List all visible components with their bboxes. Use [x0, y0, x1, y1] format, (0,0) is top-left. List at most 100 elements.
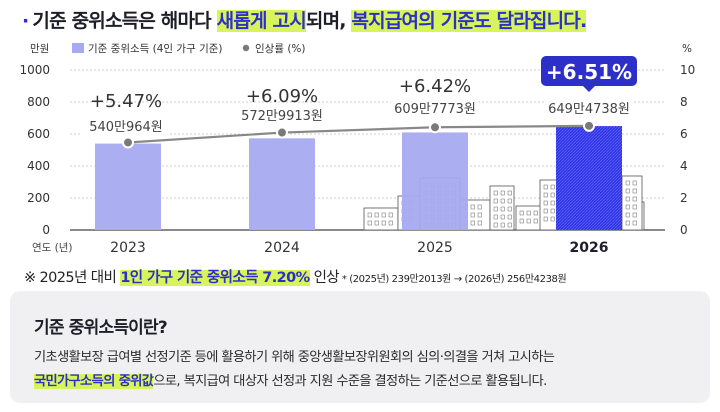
legend-label-bar: 기준 중위소득 (4인 가구 기준): [88, 42, 222, 55]
building-window: [374, 212, 379, 218]
x-tick: 2024: [264, 240, 300, 256]
y-tick-right: 8: [680, 95, 688, 109]
building-window: [543, 192, 548, 198]
value-label: 609만7773원: [394, 102, 476, 117]
bar: [402, 132, 468, 230]
y-tick-right: 4: [680, 159, 688, 173]
value-label: 649만4738원: [548, 102, 630, 117]
building-window: [625, 180, 630, 186]
building-window: [493, 214, 498, 220]
axes: 1000 800 600 400 200 0 10 8 6 4 2 0 만원 % 연도 (년) 2023 202…: [19, 43, 695, 256]
building-window: [493, 198, 498, 204]
left-axis-unit: 만원: [30, 43, 49, 55]
building-window: [632, 220, 637, 226]
y-tick-left: 1000: [19, 63, 50, 77]
building-window: [632, 196, 637, 202]
income-chart: +5.47% +6.09% +6.42% +6.51% 540만964원 572만9913…: [19, 42, 695, 256]
building-window: [632, 204, 637, 210]
info-body: 기초생활보장 급여별 선정기준 등에 활용하기 위해 중앙생활보장위원회의 심의…: [34, 346, 702, 394]
building-window: [526, 210, 531, 216]
rate-point: [429, 121, 441, 134]
building-window: [550, 208, 555, 214]
value-label-bg: [391, 101, 479, 117]
building-window: [632, 212, 637, 218]
x-tick: 2023: [110, 240, 146, 256]
footnote-highlight: 1인 가구 기준 중위소득 7.20%: [120, 270, 310, 286]
x-tick: 2025: [417, 240, 453, 256]
rate-label: +6.42%: [399, 76, 471, 97]
building-window: [367, 212, 372, 218]
headline: · 기준 중위소득은 해마다 새롭게 고시되며, 복지급여의 기준도 달라집니다.: [22, 6, 587, 33]
building: [363, 207, 399, 231]
building-window: [388, 220, 393, 226]
y-tick-right: 10: [680, 63, 695, 77]
building-window: [507, 222, 512, 228]
y-tick-left: 600: [27, 127, 50, 141]
building-window: [543, 208, 548, 214]
legend-swatch-bar: [72, 43, 84, 53]
rate-point: [122, 136, 134, 149]
rate-point: [276, 126, 288, 139]
data-labels: +5.47% +6.09% +6.42% +6.51% 540만964원 572만9913…: [82, 56, 637, 135]
building-window: [388, 212, 393, 218]
building-window: [519, 218, 524, 224]
footnote-detail: * (2025년) 239만2013원 → (2026년) 256만4238원: [339, 274, 567, 285]
building-window: [625, 212, 630, 218]
building-window: [632, 188, 637, 194]
building-window: [500, 214, 505, 220]
value-label: 572만9913원: [241, 109, 323, 124]
y-tick-left: 200: [27, 191, 50, 205]
building-window: [632, 180, 637, 186]
info-box: 기준 중위소득이란? 기초생활보장 급여별 선정기준 등에 활용하기 위해 중앙…: [10, 291, 710, 403]
x-tick: 2026: [570, 240, 609, 256]
building-window: [519, 210, 524, 216]
rate-point: [583, 119, 595, 132]
value-label-bg: [82, 119, 170, 135]
rate-label: +5.47%: [90, 91, 162, 112]
info-line-2: 으로, 복지급여 대상자 선정과 지원 수준을 결정하는 기준선으로 활용됩니다…: [153, 374, 547, 389]
building-window: [477, 212, 482, 218]
rate-callout-box: [541, 56, 637, 86]
bar: [556, 126, 622, 230]
building-window: [550, 192, 555, 198]
headline-highlight-1: 새롭게 고시: [216, 10, 307, 32]
right-axis-unit: %: [682, 43, 692, 55]
building-window: [543, 200, 548, 206]
bar: [95, 143, 161, 230]
building-window: [526, 218, 531, 224]
y-tick-right: 0: [680, 223, 688, 237]
building-window: [533, 218, 538, 224]
building-window: [507, 206, 512, 212]
y-tick-left: 0: [42, 223, 50, 237]
rate-callout-pointer: [583, 86, 595, 92]
info-line-1: 기초생활보장 급여별 선정기준 등에 활용하기 위해 중앙생활보장위원회의 심의…: [34, 350, 555, 365]
legend-swatch-line: [241, 43, 251, 53]
value-label: 540만964원: [89, 120, 163, 135]
rate-label: +6.09%: [246, 86, 318, 107]
building-window: [507, 190, 512, 196]
building-window: [477, 220, 482, 226]
y-tick-right: 6: [680, 127, 688, 141]
legend-label-line: 인상률 (%): [255, 43, 306, 55]
legend: 기준 중위소득 (4인 가구 기준) 인상률 (%): [72, 42, 306, 55]
rate-line: [122, 119, 595, 149]
building-window: [500, 198, 505, 204]
value-label-bg: [545, 101, 633, 117]
footnote: ※ 2025년 대비 1인 가구 기준 중위소득 7.20% 인상 * (202…: [24, 266, 567, 287]
building-window: [625, 196, 630, 202]
building-window: [493, 222, 498, 228]
building-window: [625, 220, 630, 226]
building-window: [367, 220, 372, 226]
info-highlight: 국민가구소득의 중위값: [34, 374, 154, 389]
rate-label: +6.51%: [546, 60, 632, 84]
x-axis-prefix: 연도 (년): [32, 242, 73, 254]
building-window: [500, 190, 505, 196]
building-window: [507, 198, 512, 204]
building-window: [507, 214, 512, 220]
building-window: [533, 210, 538, 216]
building-window: [381, 220, 386, 226]
bars: [95, 126, 622, 230]
building-window: [625, 204, 630, 210]
headline-bullet: ·: [22, 10, 29, 32]
building-window: [500, 222, 505, 228]
